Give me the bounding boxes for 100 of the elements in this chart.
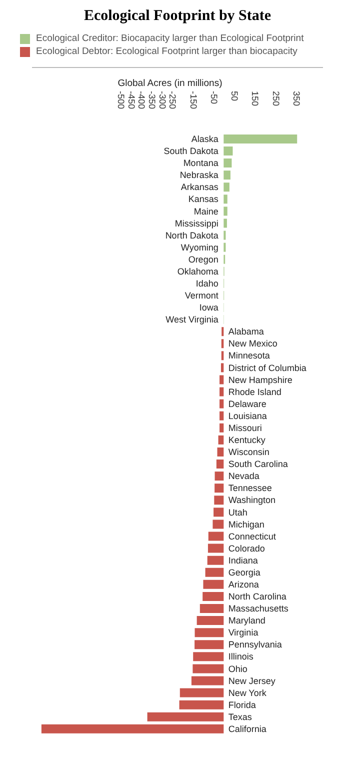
y-tick-label: Minnesota: [228, 350, 270, 361]
x-tick-label: -150: [188, 91, 198, 110]
y-tick-label: Ohio: [228, 664, 248, 674]
y-tick-label: Louisiana: [228, 410, 267, 421]
bar: [224, 218, 227, 228]
bar: [216, 460, 224, 469]
bar: [214, 472, 224, 481]
x-tick-label: -350: [147, 91, 158, 110]
y-tick-label: Washington: [228, 495, 276, 506]
y-tick-label: Delaware: [228, 398, 266, 409]
bar: [147, 712, 224, 722]
x-tick-label: -400: [136, 91, 147, 110]
bar: [220, 363, 224, 372]
y-tick-label: District of Columbia: [228, 362, 306, 373]
y-tick-label: Virginia: [228, 628, 258, 638]
y-tick-label: Oklahoma: [177, 266, 218, 276]
chart-title: Ecological Footprint by State: [82, 8, 272, 25]
bar: [214, 484, 224, 493]
bar: [220, 423, 224, 432]
bar: [207, 556, 224, 565]
y-tick-label: Montana: [183, 158, 218, 168]
y-tick-label: New York: [228, 688, 267, 698]
y-tick-label: Pennsylvania: [228, 640, 282, 650]
y-tick-label: North Dakota: [165, 230, 218, 240]
y-tick-label: Maine: [194, 206, 218, 216]
bar: [220, 387, 224, 396]
y-tick-label: Colorado: [228, 543, 265, 554]
bar: [224, 182, 230, 192]
y-tick-label: Utah: [228, 507, 248, 518]
bar: [179, 700, 224, 710]
y-tick-label: Kentucky: [228, 435, 266, 446]
x-tick-label: -450: [126, 91, 136, 110]
bar: [220, 375, 224, 384]
bar: [194, 640, 224, 650]
y-tick-label: Idaho: [196, 278, 218, 288]
bar: [224, 194, 228, 204]
x-tick-label: -50: [208, 91, 219, 104]
y-tick-label: South Carolina: [228, 459, 288, 470]
bar: [224, 170, 230, 180]
y-tick-label: Texas: [228, 712, 252, 722]
bar: [41, 724, 224, 734]
bar: [208, 544, 224, 553]
bar: [193, 652, 224, 662]
bar: [220, 411, 224, 420]
y-tick-label: West Virginia: [166, 314, 218, 325]
bar: [224, 146, 233, 156]
bar: [224, 206, 228, 216]
y-tick-label: Missouri: [228, 422, 262, 433]
bar: [194, 628, 224, 638]
y-tick-label: Tennessee: [228, 483, 272, 494]
legend-label: Ecological Debtor: Ecological Footprint larger than biocapacity: [36, 46, 298, 57]
y-tick-label: Alabama: [228, 326, 264, 337]
y-tick-label: California: [228, 724, 266, 734]
y-tick-label: Alaska: [191, 134, 218, 144]
bar: [203, 580, 224, 589]
y-tick-label: Rhode Island: [228, 386, 282, 397]
x-tick-label: 50: [230, 91, 240, 102]
x-tick-label: 350: [292, 91, 302, 106]
y-tick-label: Florida: [228, 700, 256, 710]
bar: [180, 688, 224, 698]
y-tick-label: New Mexico: [228, 338, 278, 349]
y-tick-label: Illinois: [228, 652, 254, 662]
y-tick-label: New Jersey: [228, 676, 276, 686]
y-tick-label: Michigan: [228, 519, 264, 530]
x-tick-label: 250: [270, 91, 281, 106]
y-tick-label: South Dakota: [164, 146, 218, 156]
y-tick-label: Oregon: [188, 254, 218, 264]
y-tick-label: North Carolina: [228, 592, 286, 602]
y-tick-label: Mississippi: [174, 218, 218, 228]
x-tick-label: -300: [157, 91, 168, 110]
y-tick-label: Wyoming: [180, 242, 218, 252]
bar: [218, 435, 224, 444]
bar: [196, 616, 224, 626]
y-tick-label: Georgia: [228, 567, 260, 578]
bar: [220, 399, 224, 408]
y-tick-label: Maryland: [228, 616, 266, 626]
y-tick-label: Arizona: [228, 580, 259, 590]
y-tick-label: Connecticut: [228, 531, 276, 542]
bar: [214, 508, 224, 517]
legend-label: Ecological Creditor: Biocapacity larger than Ecological Footprint: [36, 33, 304, 44]
bar: [200, 604, 224, 614]
bar: [205, 568, 224, 577]
bar: [217, 447, 224, 456]
bar: [224, 134, 298, 144]
y-tick-label: Massachusetts: [228, 604, 289, 614]
bar: [208, 532, 224, 541]
y-tick-label: Indiana: [228, 555, 258, 566]
bar: [191, 676, 224, 686]
x-tick-label: 150: [250, 91, 260, 106]
y-tick-label: New Hampshire: [228, 374, 292, 385]
y-tick-label: Kansas: [188, 194, 219, 204]
y-tick-label: Arkansas: [180, 182, 219, 192]
y-tick-label: Wisconsin: [228, 447, 270, 458]
bar: [224, 158, 232, 168]
x-axis-title: Global Acres (in millions): [116, 78, 224, 89]
y-tick-label: Nevada: [228, 471, 260, 482]
y-tick-label: Vermont: [184, 290, 219, 301]
bar: [214, 496, 224, 505]
bar: [192, 664, 224, 674]
x-tick-label: -500: [116, 91, 126, 110]
